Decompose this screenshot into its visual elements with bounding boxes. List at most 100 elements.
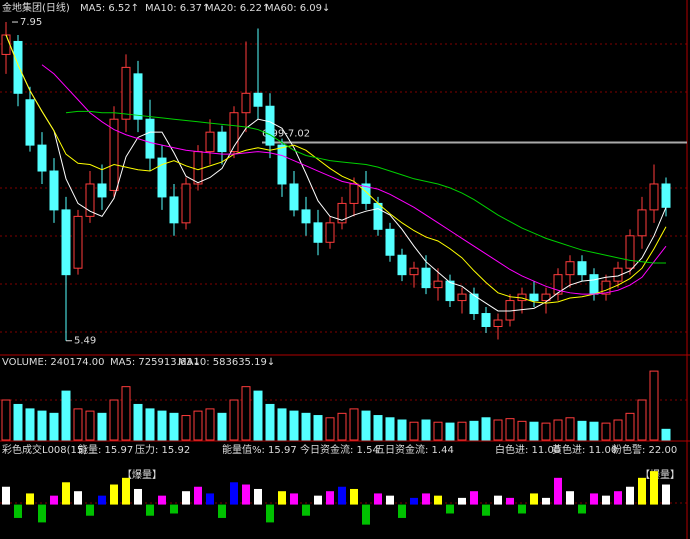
volume-bar: [541, 422, 551, 441]
volume-bar: [253, 390, 263, 441]
indicator-bar: [578, 504, 586, 514]
indicator-bar: [518, 504, 526, 514]
candle-body: [349, 183, 359, 204]
volume-bar: [349, 408, 359, 441]
indicator-bar: [182, 491, 190, 505]
candle-body: [409, 267, 419, 276]
volume-bar: [469, 420, 479, 441]
volume-bar: [493, 419, 503, 441]
candle-body: [589, 274, 599, 295]
volume-bar: [517, 420, 527, 441]
indicator-bar: [326, 491, 334, 505]
indicator-label: 黄色进: 11.00: [552, 443, 617, 456]
volume-bar: [1, 399, 11, 441]
indicator-bar: [170, 504, 178, 514]
volume-bar: [73, 408, 83, 441]
candle-body: [1, 34, 11, 55]
indicator-bar: [2, 486, 10, 505]
volume-bar: [325, 417, 335, 441]
candle-body: [361, 183, 371, 204]
candle-body: [325, 222, 335, 243]
indicator-bar: [614, 491, 622, 505]
candle-body: [649, 183, 659, 211]
candle-body: [433, 280, 443, 289]
volume-bar: [13, 403, 23, 441]
indicator-bar: [542, 497, 550, 505]
indicator-bar: [98, 495, 106, 505]
indicator-bar: [302, 504, 310, 516]
volume-bar: [433, 421, 443, 441]
volume-bar: [181, 415, 191, 441]
volume-bar: [109, 399, 119, 441]
volume-bar: [49, 412, 59, 441]
candle-body: [157, 157, 167, 198]
candle-body: [565, 261, 575, 276]
volume-bar: [157, 410, 167, 441]
candle-body: [145, 118, 155, 159]
volume-bar: [229, 399, 239, 441]
indicator-bar: [242, 484, 250, 505]
candle-body: [49, 170, 59, 211]
candle-body: [205, 131, 215, 153]
candle-body: [265, 105, 275, 146]
indicator-bar: [350, 488, 358, 505]
candle-body: [421, 267, 431, 289]
candle-body: [337, 202, 347, 224]
indicator-bar: [494, 495, 502, 505]
candle-body: [625, 235, 635, 269]
indicator-bar: [266, 504, 274, 523]
indicator-bar: [14, 504, 22, 518]
indicator-label: 今日资金流: 1.54: [300, 443, 379, 456]
indicator-bar: [218, 504, 226, 518]
volume-bar: [613, 419, 623, 441]
indicator-bar: [230, 482, 238, 505]
volume-bar: [637, 399, 647, 441]
volume-bar: [445, 422, 455, 441]
volume-bar: [481, 417, 491, 441]
candle-body: [577, 261, 587, 276]
candle-body: [61, 209, 71, 276]
indicator-label: 能量值%: 15.97: [222, 443, 297, 456]
candle-body: [373, 202, 383, 230]
volume-bar: [409, 421, 419, 441]
indicator-bar: [650, 471, 658, 505]
candle-body: [229, 112, 239, 153]
volume-bar: [529, 421, 539, 441]
volume-bar: [121, 386, 131, 441]
indicator-bar: [194, 486, 202, 505]
volume-bar: [25, 408, 35, 441]
indicator-bar: [26, 493, 34, 505]
volume-bar: [385, 417, 395, 441]
indicator-bar: [506, 497, 514, 505]
indicator-label: 粉色警: 22.00: [612, 443, 677, 456]
indicator-bar: [290, 493, 298, 505]
indicator-bar: [62, 482, 70, 505]
ma-line: [41, 64, 667, 295]
indicator-label: 五日资金流: 1.44: [375, 443, 454, 456]
indicator-bar: [86, 504, 94, 516]
indicator-bar: [278, 491, 286, 505]
volume-bar: [553, 419, 563, 441]
indicator-bar: [458, 497, 466, 505]
ma-line: [5, 34, 667, 312]
indicator-label: 白色进: 11.00: [495, 443, 560, 456]
volume-bar: [85, 410, 95, 441]
volume-bar: [457, 421, 467, 441]
indicator-bar: [554, 477, 562, 505]
candle-body: [97, 183, 107, 198]
indicator-bar: [602, 495, 610, 505]
indicator-bar: [134, 488, 142, 505]
volume-bar: [505, 418, 515, 441]
volume-bar: [205, 408, 215, 441]
volume-bar: [625, 412, 635, 441]
volume-bar: [193, 410, 203, 441]
volume-bar: [565, 417, 575, 441]
volume-bar: [577, 420, 587, 441]
candle-body: [301, 209, 311, 224]
volume-bar: [337, 412, 347, 441]
indicator-bar: [74, 491, 82, 505]
volume-bar: [661, 428, 671, 441]
volume-bar: [277, 408, 287, 441]
candle-body: [85, 183, 95, 217]
